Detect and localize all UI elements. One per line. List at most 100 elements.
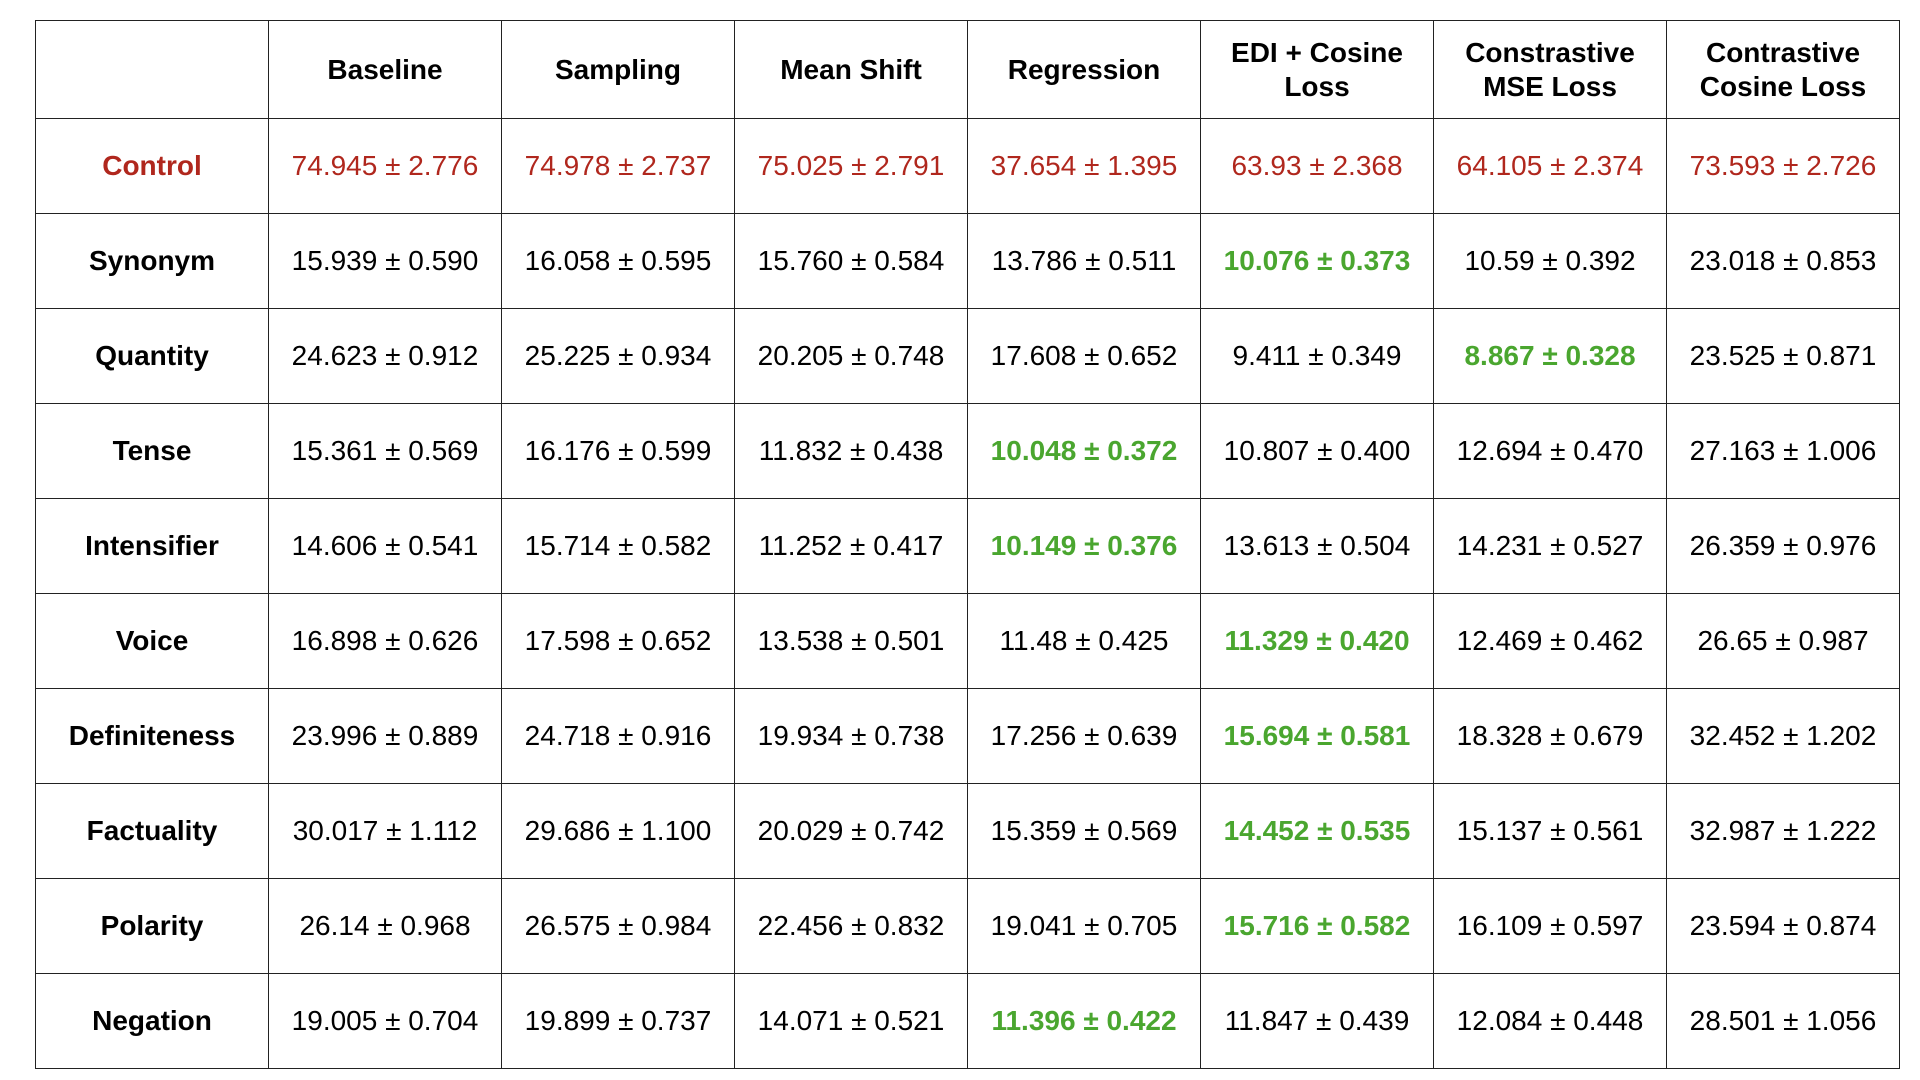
table-row: Intensifier 14.606 ± 0.541 15.714 ± 0.582 1… (35, 498, 1900, 594)
table-cell: 15.716 ± 0.582 (1200, 878, 1434, 974)
table-cell: 24.623 ± 0.912 (268, 308, 502, 404)
table-cell: 74.978 ± 2.737 (501, 118, 735, 214)
table-cell: 26.14 ± 0.968 (268, 878, 502, 974)
table-cell: 12.469 ± 0.462 (1433, 593, 1667, 689)
table-cell: 8.867 ± 0.328 (1433, 308, 1667, 404)
table-cell: 23.594 ± 0.874 (1666, 878, 1900, 974)
corner-header-cell (35, 20, 269, 119)
table-cell: 16.898 ± 0.626 (268, 593, 502, 689)
row-label: Factuality (35, 783, 269, 879)
row-label: Quantity (35, 308, 269, 404)
table-cell: 10.048 ± 0.372 (967, 403, 1201, 499)
table-cell: 10.076 ± 0.373 (1200, 213, 1434, 309)
table-cell: 15.361 ± 0.569 (268, 403, 502, 499)
table-row: Polarity 26.14 ± 0.968 26.575 ± 0.984 22.45… (35, 878, 1900, 974)
table-cell: 20.029 ± 0.742 (734, 783, 968, 879)
results-table: Baseline Sampling Mean Shift Regression … (35, 20, 1900, 1069)
table-cell: 17.608 ± 0.652 (967, 308, 1201, 404)
table-cell: 17.598 ± 0.652 (501, 593, 735, 689)
table-cell: 26.575 ± 0.984 (501, 878, 735, 974)
table-cell: 18.328 ± 0.679 (1433, 688, 1667, 784)
table-row: Tense 15.361 ± 0.569 16.176 ± 0.599 11.832 … (35, 403, 1900, 499)
table-cell: 17.256 ± 0.639 (967, 688, 1201, 784)
table-cell: 13.538 ± 0.501 (734, 593, 968, 689)
results-table-container: Baseline Sampling Mean Shift Regression … (35, 20, 1900, 1069)
table-cell: 28.501 ± 1.056 (1666, 973, 1900, 1069)
table-cell: 32.987 ± 1.222 (1666, 783, 1900, 879)
table-cell: 20.205 ± 0.748 (734, 308, 968, 404)
table-cell: 11.396 ± 0.422 (967, 973, 1201, 1069)
row-label: Polarity (35, 878, 269, 974)
table-cell: 19.041 ± 0.705 (967, 878, 1201, 974)
table-cell: 74.945 ± 2.776 (268, 118, 502, 214)
table-cell: 19.005 ± 0.704 (268, 973, 502, 1069)
column-header-baseline: Baseline (268, 20, 502, 119)
row-label: Control (35, 118, 269, 214)
table-cell: 64.105 ± 2.374 (1433, 118, 1667, 214)
table-cell: 12.084 ± 0.448 (1433, 973, 1667, 1069)
table-body: Control 74.945 ± 2.776 74.978 ± 2.737 75.02… (35, 118, 1900, 1069)
table-cell: 26.359 ± 0.976 (1666, 498, 1900, 594)
row-label: Negation (35, 973, 269, 1069)
column-header-contrastive-cosine-loss: Contrastive Cosine Loss (1666, 20, 1900, 119)
table-cell: 16.109 ± 0.597 (1433, 878, 1667, 974)
table-cell: 29.686 ± 1.100 (501, 783, 735, 879)
table-cell: 25.225 ± 0.934 (501, 308, 735, 404)
table-cell: 22.456 ± 0.832 (734, 878, 968, 974)
table-row: Factuality 30.017 ± 1.112 29.686 ± 1.100 20… (35, 783, 1900, 879)
row-label: Synonym (35, 213, 269, 309)
table-cell: 16.176 ± 0.599 (501, 403, 735, 499)
table-cell: 13.613 ± 0.504 (1200, 498, 1434, 594)
column-header-sampling: Sampling (501, 20, 735, 119)
table-cell: 75.025 ± 2.791 (734, 118, 968, 214)
table-cell: 15.359 ± 0.569 (967, 783, 1201, 879)
table-cell: 14.231 ± 0.527 (1433, 498, 1667, 594)
table-cell: 11.832 ± 0.438 (734, 403, 968, 499)
table-cell: 15.694 ± 0.581 (1200, 688, 1434, 784)
row-label: Tense (35, 403, 269, 499)
table-cell: 11.48 ± 0.425 (967, 593, 1201, 689)
table-cell: 23.525 ± 0.871 (1666, 308, 1900, 404)
table-cell: 10.59 ± 0.392 (1433, 213, 1667, 309)
table-cell: 9.411 ± 0.349 (1200, 308, 1434, 404)
table-cell: 24.718 ± 0.916 (501, 688, 735, 784)
table-cell: 19.899 ± 0.737 (501, 973, 735, 1069)
table-row: Voice 16.898 ± 0.626 17.598 ± 0.652 13.538 … (35, 593, 1900, 689)
table-cell: 14.071 ± 0.521 (734, 973, 968, 1069)
column-header-regression: Regression (967, 20, 1201, 119)
column-header-mean-shift: Mean Shift (734, 20, 968, 119)
table-cell: 14.452 ± 0.535 (1200, 783, 1434, 879)
table-cell: 12.694 ± 0.470 (1433, 403, 1667, 499)
row-label: Voice (35, 593, 269, 689)
table-cell: 73.593 ± 2.726 (1666, 118, 1900, 214)
table-cell: 11.329 ± 0.420 (1200, 593, 1434, 689)
table-cell: 26.65 ± 0.987 (1666, 593, 1900, 689)
table-row: Quantity 24.623 ± 0.912 25.225 ± 0.934 20.2… (35, 308, 1900, 404)
table-cell: 14.606 ± 0.541 (268, 498, 502, 594)
table-cell: 27.163 ± 1.006 (1666, 403, 1900, 499)
table-cell: 30.017 ± 1.112 (268, 783, 502, 879)
table-cell: 11.847 ± 0.439 (1200, 973, 1434, 1069)
column-header-edi-cosine-loss: EDI + Cosine Loss (1200, 20, 1434, 119)
table-cell: 15.137 ± 0.561 (1433, 783, 1667, 879)
table-cell: 19.934 ± 0.738 (734, 688, 968, 784)
table-row: Synonym 15.939 ± 0.590 16.058 ± 0.595 15.76… (35, 213, 1900, 309)
table-cell: 23.018 ± 0.853 (1666, 213, 1900, 309)
table-cell: 10.807 ± 0.400 (1200, 403, 1434, 499)
header-row: Baseline Sampling Mean Shift Regression … (35, 20, 1900, 119)
row-label: Intensifier (35, 498, 269, 594)
table-cell: 16.058 ± 0.595 (501, 213, 735, 309)
table-cell: 15.939 ± 0.590 (268, 213, 502, 309)
table-cell: 10.149 ± 0.376 (967, 498, 1201, 594)
column-header-contrastive-mse-loss: Constrastive MSE Loss (1433, 20, 1667, 119)
table-row: Negation 19.005 ± 0.704 19.899 ± 0.737 14.0… (35, 973, 1900, 1069)
table-row: Control 74.945 ± 2.776 74.978 ± 2.737 75.02… (35, 118, 1900, 214)
table-cell: 32.452 ± 1.202 (1666, 688, 1900, 784)
table-cell: 11.252 ± 0.417 (734, 498, 968, 594)
table-row: Definiteness 23.996 ± 0.889 24.718 ± 0.916… (35, 688, 1900, 784)
table-cell: 15.760 ± 0.584 (734, 213, 968, 309)
row-label: Definiteness (35, 688, 269, 784)
table-cell: 63.93 ± 2.368 (1200, 118, 1434, 214)
table-cell: 15.714 ± 0.582 (501, 498, 735, 594)
table-cell: 13.786 ± 0.511 (967, 213, 1201, 309)
